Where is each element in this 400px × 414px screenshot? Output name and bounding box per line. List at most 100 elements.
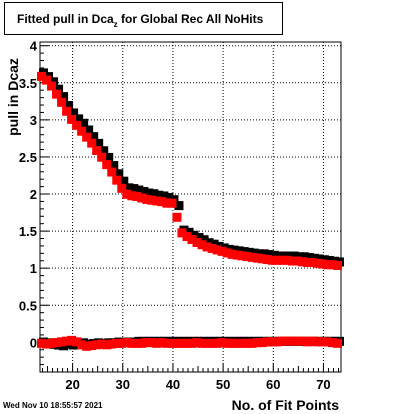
data-point bbox=[97, 152, 107, 162]
data-point bbox=[152, 338, 162, 348]
data-point bbox=[299, 252, 309, 262]
data-point bbox=[237, 251, 247, 261]
data-point bbox=[317, 259, 327, 269]
data-point bbox=[162, 338, 172, 348]
timestamp: Wed Nov 10 18:55:57 2021 bbox=[3, 401, 103, 410]
data-point bbox=[162, 198, 172, 208]
data-point bbox=[117, 338, 127, 348]
data-point bbox=[202, 338, 212, 348]
data-point bbox=[307, 258, 317, 268]
data-point bbox=[122, 189, 132, 199]
data-point bbox=[177, 338, 187, 348]
data-point bbox=[72, 337, 82, 347]
data-point bbox=[89, 132, 99, 142]
data-point bbox=[114, 169, 124, 179]
data-point bbox=[167, 198, 177, 208]
data-point bbox=[247, 338, 257, 348]
data-point bbox=[37, 338, 47, 348]
data-point bbox=[72, 120, 82, 130]
data-point bbox=[242, 338, 252, 348]
data-point bbox=[87, 341, 97, 351]
data-point bbox=[202, 242, 212, 252]
data-point bbox=[147, 338, 157, 348]
data-point bbox=[287, 256, 297, 266]
data-point bbox=[212, 245, 222, 255]
data-point bbox=[292, 256, 302, 266]
x-tick-label: 50 bbox=[216, 377, 230, 392]
data-point bbox=[154, 190, 164, 200]
data-point bbox=[92, 340, 102, 350]
x-tick-label: 60 bbox=[266, 377, 280, 392]
data-point bbox=[144, 188, 154, 198]
data-point bbox=[317, 337, 327, 347]
data-point bbox=[312, 258, 322, 268]
y-axis-label: pull in Dcaz bbox=[5, 58, 21, 136]
y-tick-label: 4 bbox=[30, 39, 38, 54]
data-point bbox=[267, 337, 277, 347]
data-point bbox=[127, 191, 137, 201]
series-1-red bbox=[37, 71, 342, 270]
x-axis-label: No. of Fit Points bbox=[232, 397, 340, 413]
data-point bbox=[102, 160, 112, 170]
data-point bbox=[94, 138, 104, 148]
data-point bbox=[197, 338, 207, 348]
data-point bbox=[252, 253, 262, 263]
data-point bbox=[104, 152, 114, 162]
chart-title-rest: for Global Rec All NoHits bbox=[117, 12, 264, 26]
data-point bbox=[134, 185, 144, 195]
data-point bbox=[139, 187, 149, 197]
data-point bbox=[332, 260, 342, 270]
data-point bbox=[242, 252, 252, 262]
data-point bbox=[197, 240, 207, 250]
data-point bbox=[222, 338, 232, 348]
data-point bbox=[174, 201, 184, 211]
data-point bbox=[79, 118, 89, 128]
data-point bbox=[109, 161, 119, 171]
data-point bbox=[37, 71, 47, 81]
data-point bbox=[272, 337, 282, 347]
data-point bbox=[267, 255, 277, 265]
data-point bbox=[69, 108, 79, 118]
chart-title: Fitted pull in Dcaz for Global Rec All N… bbox=[17, 12, 264, 29]
data-point bbox=[67, 335, 77, 345]
data-point bbox=[262, 255, 272, 265]
data-point bbox=[327, 260, 337, 270]
data-point bbox=[147, 195, 157, 205]
x-tick-label: 20 bbox=[65, 377, 79, 392]
y-tick-label: 2.5 bbox=[19, 150, 37, 165]
data-point bbox=[322, 337, 332, 347]
data-point bbox=[287, 336, 297, 346]
data-point bbox=[77, 126, 87, 136]
data-point bbox=[142, 194, 152, 204]
data-point bbox=[164, 192, 174, 202]
data-point bbox=[167, 338, 177, 348]
data-point bbox=[112, 338, 122, 348]
chart-title-subscript: z bbox=[113, 20, 118, 29]
data-point bbox=[297, 257, 307, 267]
data-point bbox=[272, 255, 282, 265]
data-point bbox=[97, 339, 107, 349]
data-point bbox=[232, 338, 242, 348]
data-point bbox=[262, 337, 272, 347]
data-point bbox=[257, 254, 267, 264]
data-point bbox=[122, 338, 132, 348]
data-point bbox=[59, 92, 69, 102]
data-point bbox=[222, 248, 232, 258]
data-point bbox=[282, 336, 292, 346]
data-point bbox=[227, 338, 237, 348]
data-point bbox=[149, 189, 159, 199]
data-point bbox=[52, 338, 62, 348]
data-point bbox=[57, 337, 67, 347]
data-point bbox=[117, 183, 127, 193]
data-point bbox=[127, 338, 137, 348]
data-point bbox=[42, 339, 52, 349]
plot-frame bbox=[39, 41, 342, 373]
data-point bbox=[102, 340, 112, 350]
data-point bbox=[207, 338, 217, 348]
data-point bbox=[292, 336, 302, 346]
data-point bbox=[47, 81, 57, 91]
data-point bbox=[67, 114, 77, 124]
data-point bbox=[42, 75, 52, 85]
chart-title-box: Fitted pull in Dcaz for Global Rec All N… bbox=[4, 2, 283, 35]
